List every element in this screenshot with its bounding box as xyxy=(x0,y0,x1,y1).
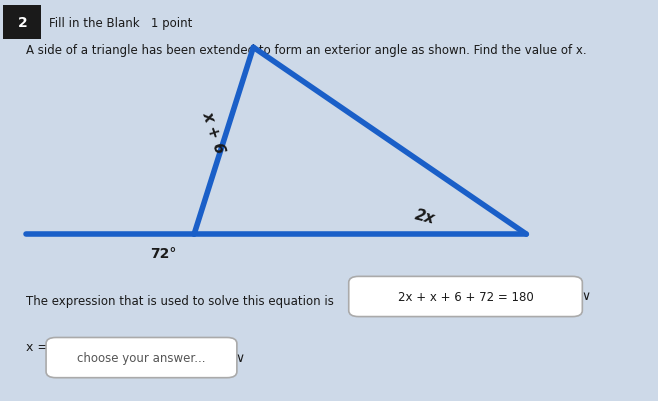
Text: 2x + x + 6 + 72 = 180: 2x + x + 6 + 72 = 180 xyxy=(397,290,534,303)
Text: Fill in the Blank   1 point: Fill in the Blank 1 point xyxy=(49,17,193,30)
Text: ∨: ∨ xyxy=(581,290,590,302)
FancyBboxPatch shape xyxy=(46,338,237,378)
FancyBboxPatch shape xyxy=(349,277,582,317)
Text: 2x: 2x xyxy=(413,207,436,226)
Text: 2: 2 xyxy=(18,16,27,30)
Text: 72°: 72° xyxy=(150,247,176,261)
Text: x =: x = xyxy=(26,340,48,353)
Text: x + 6: x + 6 xyxy=(200,109,228,156)
Text: choose your answer...: choose your answer... xyxy=(77,351,206,364)
Text: ∨: ∨ xyxy=(236,351,245,364)
Text: A side of a triangle has been extended to form an exterior angle as shown. Find : A side of a triangle has been extended t… xyxy=(26,44,587,57)
Text: The expression that is used to solve this equation is: The expression that is used to solve thi… xyxy=(26,294,334,307)
FancyBboxPatch shape xyxy=(3,6,41,40)
